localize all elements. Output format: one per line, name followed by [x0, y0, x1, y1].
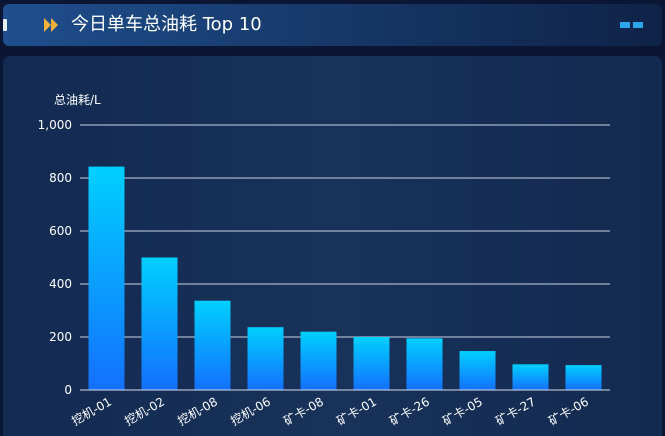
chart-title: 今日单车总油耗 Top 10 — [71, 14, 262, 35]
y-tick-label: 1,000 — [38, 118, 72, 132]
x-tick-label: 挖机-08 — [175, 394, 220, 429]
x-tick-label: 矿卡-08 — [281, 394, 326, 428]
x-tick-label: 矿卡-06 — [546, 394, 591, 428]
bar-矿卡-26 — [406, 338, 443, 390]
x-tick-label: 挖机-01 — [69, 394, 114, 429]
bar-矿卡-05 — [459, 351, 496, 390]
x-tick-label: 挖机-06 — [228, 394, 273, 429]
bar-挖机-08 — [194, 300, 231, 390]
bar-挖机-01 — [88, 166, 125, 390]
y-tick-label: 0 — [64, 383, 72, 397]
y-tick-label: 800 — [49, 171, 72, 185]
y-axis-label: 总油耗/L — [54, 93, 101, 107]
double-chevron-right-icon — [44, 18, 58, 32]
x-tick-label: 矿卡-01 — [334, 394, 379, 428]
chart-header: 今日单车总油耗 Top 10 — [3, 4, 662, 46]
y-tick-label: 400 — [49, 277, 72, 291]
bar-矿卡-27 — [512, 364, 549, 390]
bar-挖机-02 — [141, 257, 178, 390]
x-tick-label: 矿卡-26 — [387, 394, 432, 428]
x-tick-label: 挖机-02 — [122, 394, 167, 429]
header-notch — [3, 19, 7, 31]
x-tick-label: 矿卡-27 — [493, 394, 538, 428]
y-tick-label: 600 — [49, 224, 72, 238]
bar-矿卡-01 — [353, 337, 390, 390]
bar-矿卡-08 — [300, 331, 337, 390]
x-tick-label: 矿卡-05 — [440, 394, 485, 428]
y-tick-label: 200 — [49, 330, 72, 344]
bar-挖机-06 — [247, 327, 284, 390]
bar-矿卡-06 — [565, 365, 602, 390]
header-decoration-icon — [620, 22, 646, 29]
